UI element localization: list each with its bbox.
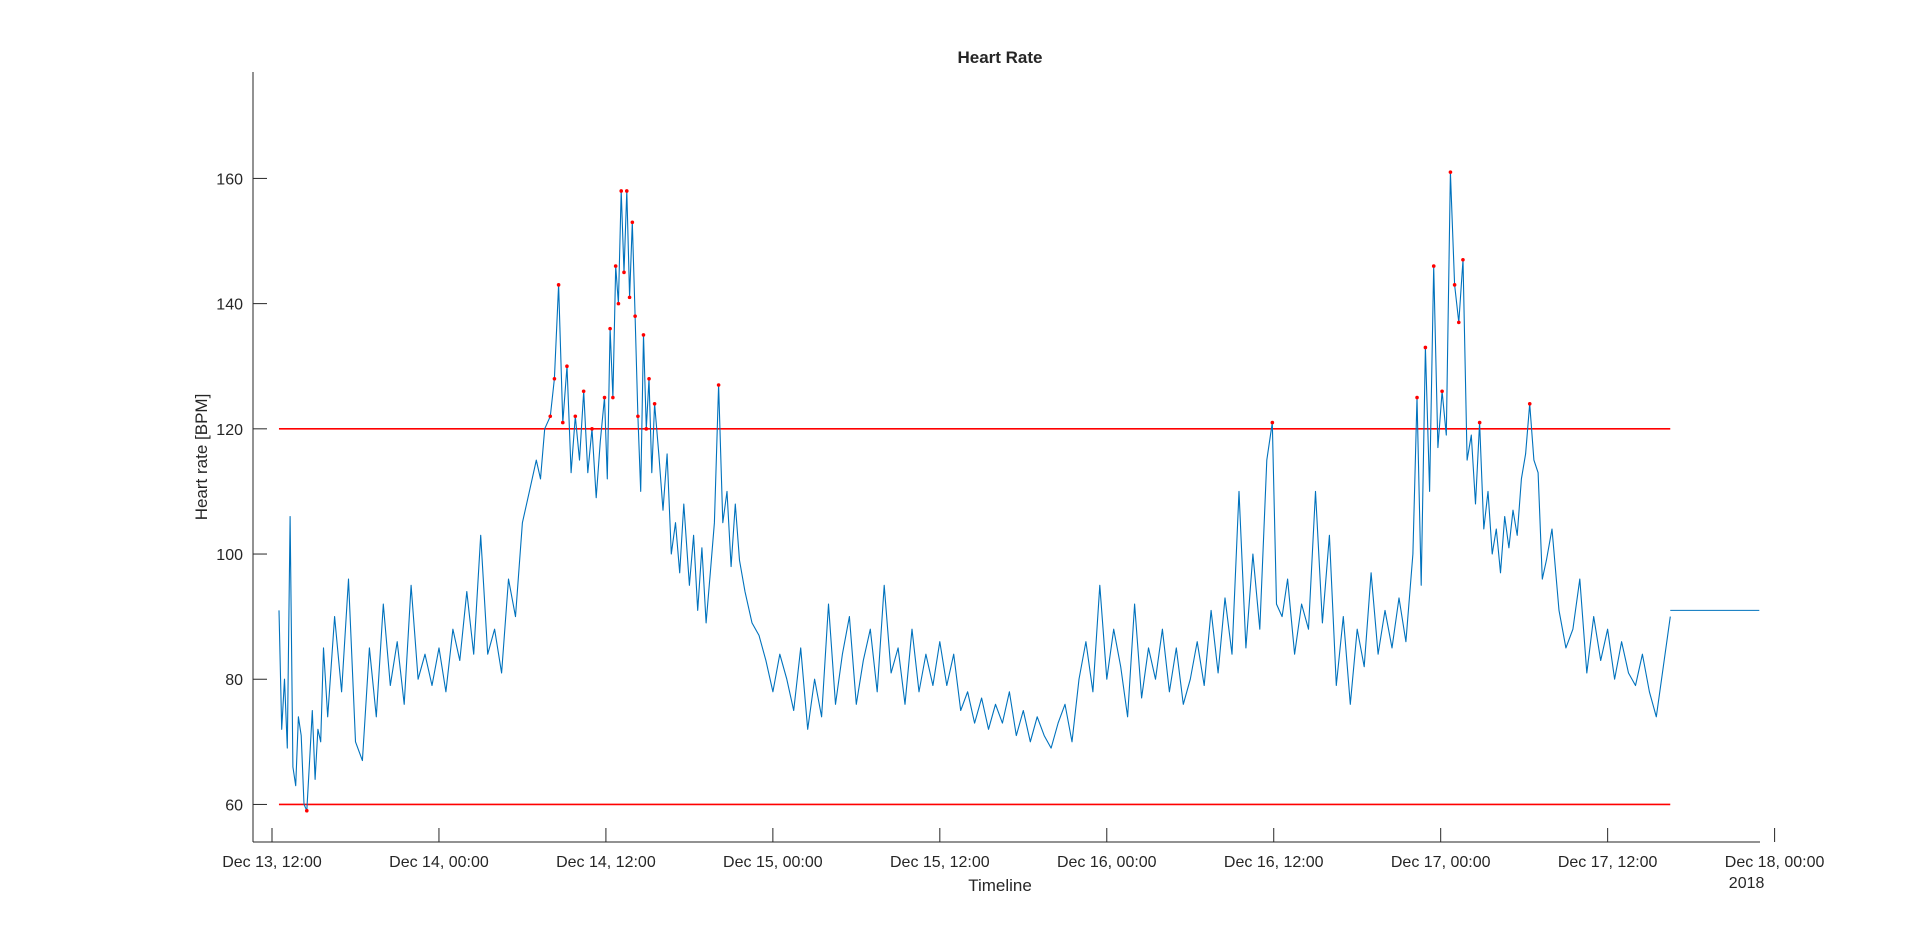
y-axis-label: Heart rate [BPM] xyxy=(192,394,211,521)
exceed-marker xyxy=(633,314,637,318)
y-tick-label: 100 xyxy=(216,547,243,564)
exceed-marker xyxy=(641,333,646,337)
exceed-marker xyxy=(556,283,561,287)
series-layer xyxy=(278,171,1760,812)
exceed-marker xyxy=(1461,258,1465,262)
exceed-marker xyxy=(611,395,615,400)
exceed-marker xyxy=(1456,320,1461,325)
exceed-marker xyxy=(1431,264,1436,268)
exceed-marker xyxy=(619,189,624,193)
x-tick-label: Dec 14, 12:00 xyxy=(556,854,656,871)
x-tick-label: Dec 17, 00:00 xyxy=(1391,854,1491,871)
exceed-markers xyxy=(304,170,1532,813)
exceed-marker xyxy=(1448,170,1453,174)
exceed-marker xyxy=(590,427,594,431)
exceed-marker xyxy=(565,364,569,369)
exceed-marker xyxy=(622,270,626,275)
y-tick-label: 120 xyxy=(216,422,243,439)
heart-rate-series-line xyxy=(278,171,1671,812)
x-tick-label: Dec 13, 12:00 xyxy=(222,854,322,871)
x-axis-label: Timeline xyxy=(968,876,1032,895)
y-tick-label: 60 xyxy=(225,797,243,814)
exceed-marker xyxy=(647,376,651,381)
exceed-marker xyxy=(1477,420,1482,425)
exceed-marker xyxy=(560,420,565,425)
y-tick-label: 140 xyxy=(216,297,243,314)
x-tick-label: Dec 15, 12:00 xyxy=(890,854,990,871)
exceed-marker xyxy=(624,189,629,193)
exceed-marker xyxy=(552,376,557,381)
exceed-marker xyxy=(1270,420,1275,425)
x-tick-label: Dec 17, 12:00 xyxy=(1558,854,1658,871)
exceed-marker xyxy=(616,301,621,306)
exceed-marker xyxy=(1527,401,1532,406)
exceed-marker xyxy=(644,427,649,431)
exceed-marker xyxy=(652,401,657,406)
y-tick-label: 80 xyxy=(225,672,243,689)
x-axis-year-label: 2018 xyxy=(1729,875,1765,892)
exceed-marker xyxy=(573,414,578,419)
exceed-marker xyxy=(1415,395,1419,400)
exceed-marker xyxy=(602,395,607,400)
exceed-marker xyxy=(613,264,618,268)
threshold-lines xyxy=(278,428,1671,806)
x-tick-label: Dec 14, 00:00 xyxy=(389,854,489,871)
exceed-marker xyxy=(630,220,635,225)
exceed-marker xyxy=(304,808,309,813)
x-tick-label: Dec 16, 00:00 xyxy=(1057,854,1157,871)
y-tick-label: 160 xyxy=(216,171,243,188)
axes: 60 80 100 120 140 160 Dec 13, 12:00 Dec 14, 00:… xyxy=(216,72,1825,871)
exceed-marker xyxy=(627,295,632,300)
x-tick-label: Dec 18, 00:00 xyxy=(1725,854,1825,871)
exceed-marker xyxy=(1440,389,1444,394)
x-tick-label: Dec 15, 00:00 xyxy=(723,854,823,871)
chart-title: Heart Rate xyxy=(957,48,1042,67)
x-tick-label: Dec 16, 12:00 xyxy=(1224,854,1324,871)
exceed-marker xyxy=(1452,283,1457,287)
exceed-marker xyxy=(716,383,721,387)
exceed-marker xyxy=(548,414,553,419)
exceed-marker xyxy=(636,414,640,419)
exceed-marker xyxy=(1423,345,1428,350)
exceed-marker xyxy=(608,326,612,331)
exceed-marker xyxy=(581,389,586,394)
